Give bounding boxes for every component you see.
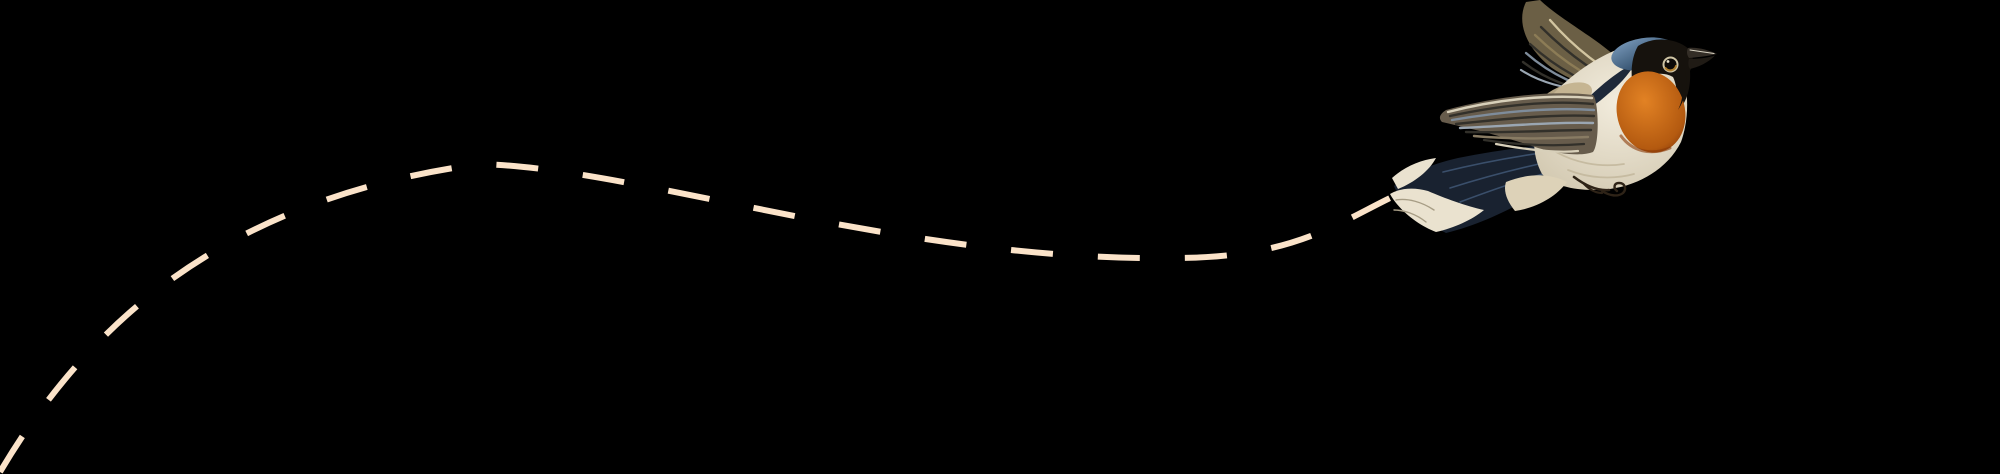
feet — [1572, 175, 1627, 197]
beak-lower — [1688, 55, 1715, 69]
near-wing-stripe — [1494, 142, 1580, 153]
tail-scallop-line — [1395, 198, 1435, 211]
neck-crescent — [1676, 65, 1687, 110]
tail-tip-lower — [1390, 188, 1484, 232]
tail-scallop-line — [1393, 209, 1427, 223]
breast-patch — [1616, 71, 1686, 153]
vent-feathers — [1505, 175, 1567, 211]
near-wing-stripe — [1450, 107, 1596, 122]
breast — [1616, 65, 1687, 154]
flight-path-dashes — [0, 160, 1392, 474]
beak-highlight — [1689, 49, 1715, 54]
foot-claw-curl — [1600, 181, 1627, 197]
belly-shading — [1555, 151, 1625, 167]
near-wing-stripe — [1448, 101, 1595, 118]
beak — [1686, 47, 1717, 69]
tail-tip-upper — [1392, 158, 1436, 189]
foot-claw — [1572, 175, 1611, 192]
breast-rim-shadow — [1619, 134, 1672, 154]
near-wing-stripe — [1482, 138, 1586, 147]
swallow-illustration — [1390, 0, 1717, 233]
near-wing-stripe — [1464, 128, 1593, 134]
eye-glint — [1666, 60, 1670, 63]
near-wing-stripe — [1454, 114, 1596, 126]
eye — [1662, 56, 1679, 73]
eye-iris-arc — [1664, 65, 1677, 72]
tail — [1390, 142, 1573, 233]
near-wing-stripe — [1458, 121, 1595, 130]
near-wing-stripe — [1446, 95, 1594, 114]
foot-claw — [1582, 182, 1604, 195]
near-wing — [1439, 93, 1598, 155]
belly-shading — [1567, 169, 1635, 179]
near-wing-stripe — [1472, 134, 1590, 140]
